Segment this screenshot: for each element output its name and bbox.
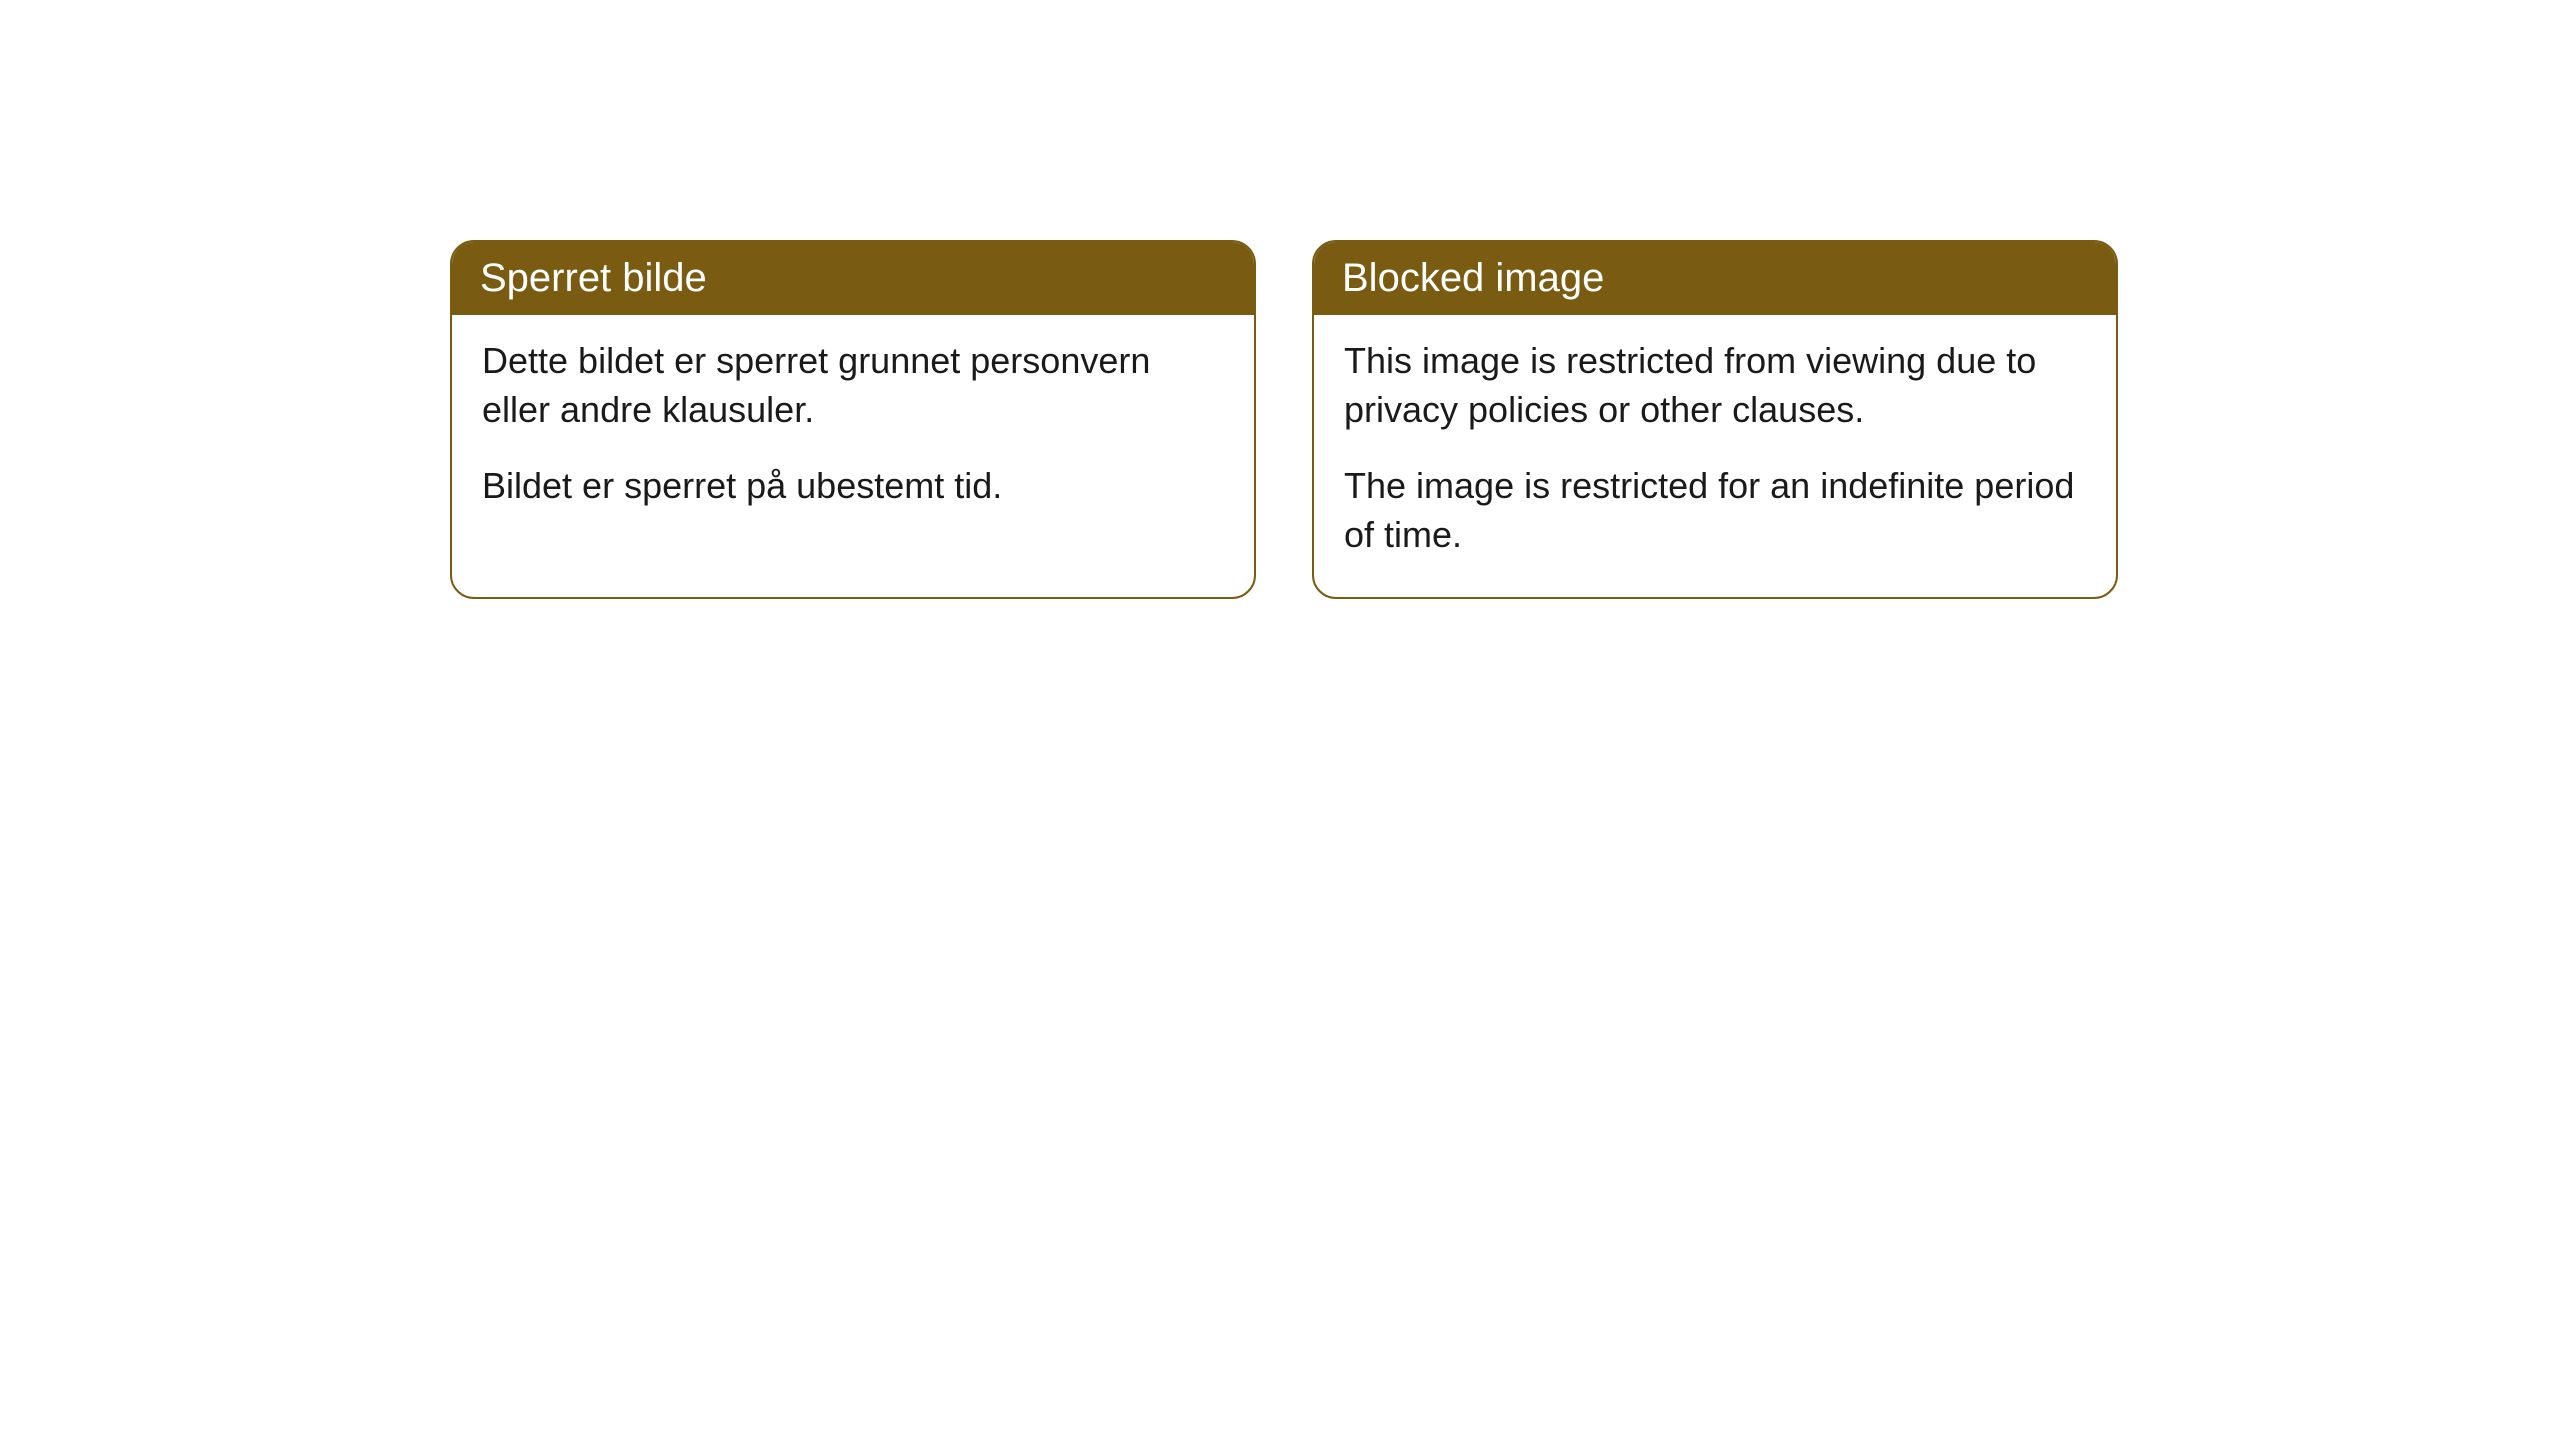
blocked-image-card-english: Blocked image This image is restricted f…: [1312, 240, 2118, 599]
card-body: Dette bildet er sperret grunnet personve…: [452, 315, 1254, 549]
card-paragraph: The image is restricted for an indefinit…: [1344, 462, 2086, 559]
cards-container: Sperret bilde Dette bildet er sperret gr…: [450, 240, 2118, 599]
card-body: This image is restricted from viewing du…: [1314, 315, 2116, 597]
card-header: Sperret bilde: [452, 242, 1254, 315]
blocked-image-card-norwegian: Sperret bilde Dette bildet er sperret gr…: [450, 240, 1256, 599]
card-title: Blocked image: [1342, 256, 1604, 300]
card-paragraph: This image is restricted from viewing du…: [1344, 337, 2086, 434]
card-paragraph: Bildet er sperret på ubestemt tid.: [482, 462, 1224, 511]
card-title: Sperret bilde: [480, 256, 707, 300]
card-header: Blocked image: [1314, 242, 2116, 315]
card-paragraph: Dette bildet er sperret grunnet personve…: [482, 337, 1224, 434]
